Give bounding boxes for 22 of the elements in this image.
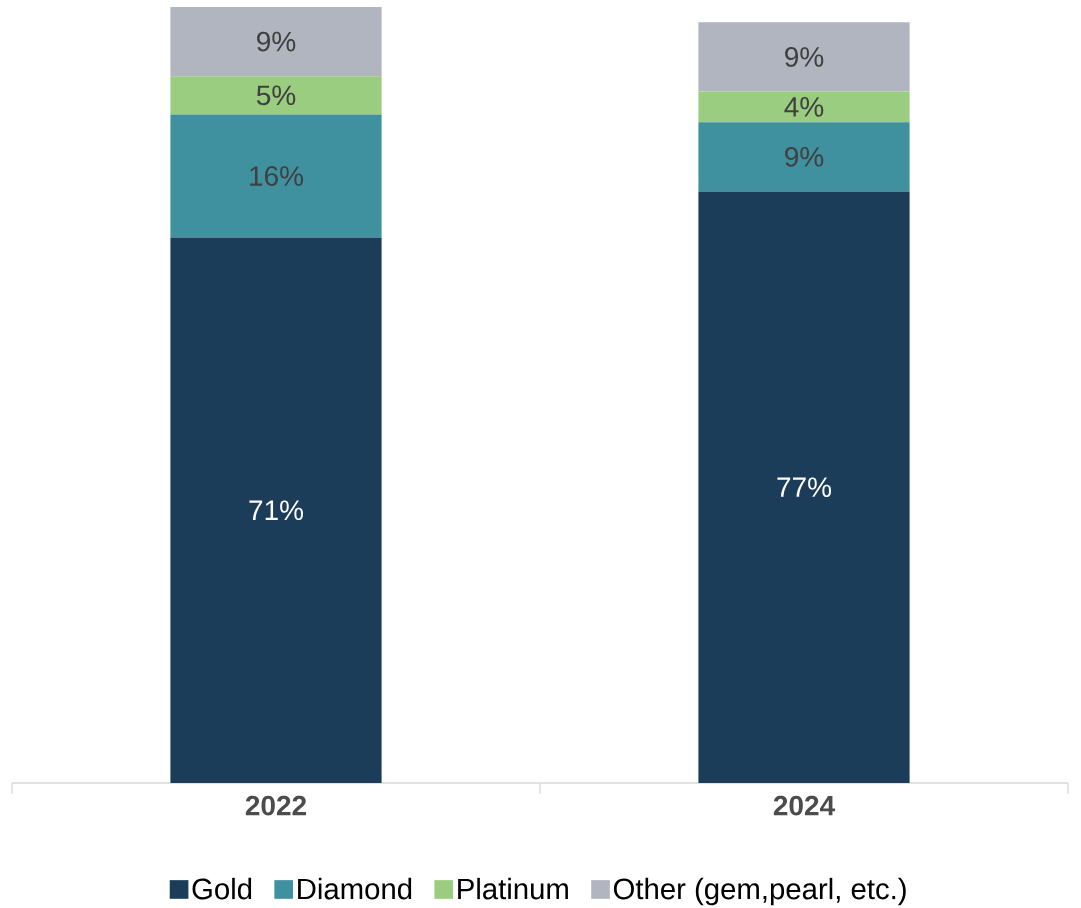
data-label: 71% <box>249 500 304 521</box>
data-label: 77% <box>777 477 832 497</box>
bar <box>170 6 382 77</box>
x-tick-label: 2022 <box>245 795 307 816</box>
data-label: 4% <box>784 97 824 117</box>
bar <box>170 114 382 238</box>
bar <box>698 22 910 92</box>
bar <box>698 122 910 192</box>
legend-label: Gold <box>192 877 252 900</box>
data-label: 5% <box>256 85 296 106</box>
bar <box>698 91 910 123</box>
bar <box>698 191 910 783</box>
legend-label: Diamond <box>298 877 412 900</box>
data-label: 9% <box>785 146 824 167</box>
data-label: 9% <box>785 47 824 67</box>
data-label: 16% <box>250 166 304 186</box>
legend-label: Other (gem,pearl, etc.) <box>613 877 906 906</box>
bar <box>170 237 382 783</box>
bar <box>170 76 382 115</box>
data-label: 9% <box>257 31 296 52</box>
x-tick-label: 2024 <box>773 795 835 816</box>
legend-label: Platinum <box>458 877 568 900</box>
